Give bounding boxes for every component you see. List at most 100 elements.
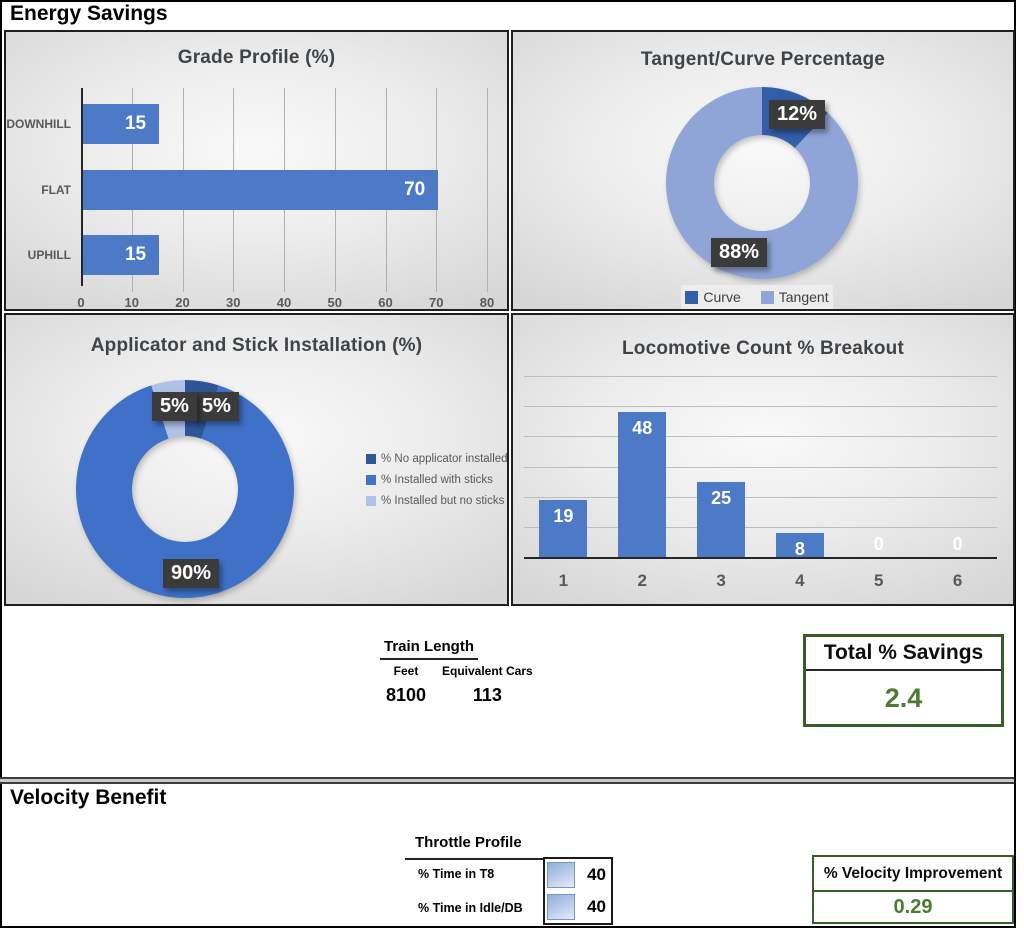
- bar-value-label: 19: [553, 505, 574, 526]
- section-divider: [0, 777, 1014, 784]
- legend-item: % Installed but no sticks: [366, 495, 507, 507]
- bar-1: [539, 499, 588, 557]
- throttle-row-label-t8: % Time in T8: [418, 867, 495, 881]
- throttle-profile-underline: [405, 858, 544, 860]
- bar-value-label: 8: [794, 538, 805, 559]
- velocity-improvement-box: % Velocity Improvement 0.29: [812, 855, 1014, 924]
- bar-2: [618, 412, 667, 557]
- section-title-velocity-benefit: Velocity Benefit: [10, 786, 167, 809]
- legend-swatch: [760, 290, 774, 304]
- legend-label: % No applicator installed: [381, 453, 508, 465]
- bar-downhill: 15: [83, 104, 160, 144]
- throttle-value-0[interactable]: 40: [587, 865, 606, 884]
- gridline: [524, 376, 997, 377]
- bar-value-label: 70: [404, 179, 426, 200]
- legend-swatch: [685, 290, 699, 304]
- bar-uphill: 15: [83, 235, 160, 275]
- chart-title: Locomotive Count % Breakout: [622, 338, 904, 359]
- section-title-energy-savings: Energy Savings: [10, 2, 168, 25]
- legend-item: Curve: [685, 289, 741, 305]
- grade-profile-chart-panel[interactable]: Grade Profile (%) 0 10 20 30 40 50 60 70 80 DOWNH…: [4, 30, 509, 311]
- category-label-4: 4: [795, 571, 805, 590]
- tangent-curve-labels: 12% 88%: [513, 32, 1013, 309]
- x-tick-label: 20: [175, 295, 190, 310]
- applicator-stick-legend: % No applicator installed % Installed wit…: [366, 453, 508, 507]
- total-savings-box: Total % Savings 2.4: [803, 634, 1004, 727]
- donut-slice-tangent: [666, 87, 859, 279]
- category-label-downhill: DOWNHILL: [6, 117, 71, 131]
- data-label: 5%: [152, 392, 197, 421]
- legend-swatch: [366, 454, 376, 464]
- throttle-values-box: 40 40: [543, 857, 613, 925]
- train-length-table: Train Length Feet 8100 Equivalent Cars 1…: [380, 638, 533, 706]
- x-tick-label: 30: [226, 295, 241, 310]
- throttle-row-label-idle-db: % Time in Idle/DB: [418, 901, 523, 915]
- legend-label: Curve: [703, 289, 741, 305]
- legend-item: % Installed with sticks: [366, 474, 507, 486]
- donut-slice-installed-with-sticks: [75, 385, 294, 598]
- data-label: 5%: [194, 392, 239, 421]
- locomotive-count-plot-area: 19 1 48 2 25 3 8 4 0 5 0 6: [513, 315, 1013, 604]
- bar-flat: 70: [83, 170, 439, 210]
- legend-label: Tangent: [778, 289, 829, 305]
- locomotive-count-chart-panel[interactable]: Locomotive Count % Breakout 19 1 48 2 25 3 8 4 0…: [511, 313, 1015, 606]
- data-label-curve: 12%: [769, 100, 826, 129]
- bar-value-label: 15: [124, 113, 147, 134]
- throttle-row-1: 40: [545, 892, 611, 923]
- category-label-flat: FLAT: [41, 183, 71, 197]
- bar-value-label: 0: [873, 534, 884, 554]
- bar-value-label: 15: [124, 244, 147, 265]
- bar-value-label: 0: [952, 534, 963, 554]
- x-tick-label: 70: [429, 295, 444, 310]
- gridline: [524, 436, 997, 438]
- data-label-tangent: 88%: [711, 238, 768, 267]
- column-header-feet: Feet: [393, 664, 419, 678]
- train-length-title: Train Length: [380, 638, 478, 660]
- total-savings-value[interactable]: 2.4: [884, 683, 923, 713]
- x-axis-line: [524, 557, 997, 559]
- category-label-1: 1: [558, 571, 569, 590]
- bar-value-label: 48: [632, 418, 653, 439]
- tangent-curve-chart-panel[interactable]: Tangent/Curve Percentage 12% 88% Curve Tan…: [511, 30, 1015, 311]
- gridline: [524, 466, 997, 468]
- data-label: 90%: [163, 559, 220, 588]
- throttle-profile-title: Throttle Profile: [415, 834, 522, 851]
- throttle-row-0: 40: [545, 860, 611, 891]
- chart-title: Applicator and Stick Installation (%): [90, 335, 423, 356]
- gridline: [524, 496, 997, 498]
- category-label-5: 5: [874, 571, 884, 590]
- category-label-uphill: UPHILL: [27, 248, 71, 262]
- x-tick-label: 50: [327, 295, 342, 310]
- velocity-improvement-value[interactable]: 0.29: [893, 896, 933, 918]
- applicator-stick-chart-panel[interactable]: Applicator and Stick Installation (%) 5%…: [4, 313, 509, 606]
- legend-swatch: [366, 496, 376, 506]
- train-length-cars-value[interactable]: 113: [472, 685, 502, 705]
- x-tick-label: 40: [276, 295, 292, 310]
- category-label-6: 6: [952, 571, 963, 590]
- tangent-curve-legend: Curve Tangent: [681, 285, 833, 309]
- y-axis-line: [81, 88, 83, 286]
- chart-title: Grade Profile (%): [177, 47, 336, 68]
- legend-item: % No applicator installed: [366, 453, 508, 465]
- bar-4: [775, 532, 824, 557]
- gridline: [524, 406, 997, 408]
- x-tick-label: 10: [124, 295, 139, 310]
- train-length-feet-value[interactable]: 8100: [385, 685, 427, 705]
- bar-3: [697, 481, 746, 557]
- legend-swatch: [366, 475, 376, 485]
- throttle-value-1[interactable]: 40: [587, 897, 606, 916]
- throttle-databar: [547, 862, 575, 888]
- chart-title: Tangent/Curve Percentage: [640, 49, 886, 70]
- legend-item: Tangent: [760, 289, 829, 305]
- x-tick-label: 80: [479, 295, 495, 310]
- x-tick-label: 60: [378, 295, 393, 310]
- grade-profile-plot-area: 0 10 20 30 40 50 60 70 80 DOWNHILL 15 FLAT 70 UPHILL 1…: [6, 32, 507, 309]
- category-label-2: 2: [637, 571, 647, 590]
- bar-value-label: 25: [711, 487, 732, 508]
- category-label-3: 3: [716, 571, 726, 590]
- legend-label: % Installed with sticks: [381, 474, 493, 486]
- throttle-databar: [547, 894, 575, 920]
- legend-label: % Installed but no sticks: [381, 495, 505, 507]
